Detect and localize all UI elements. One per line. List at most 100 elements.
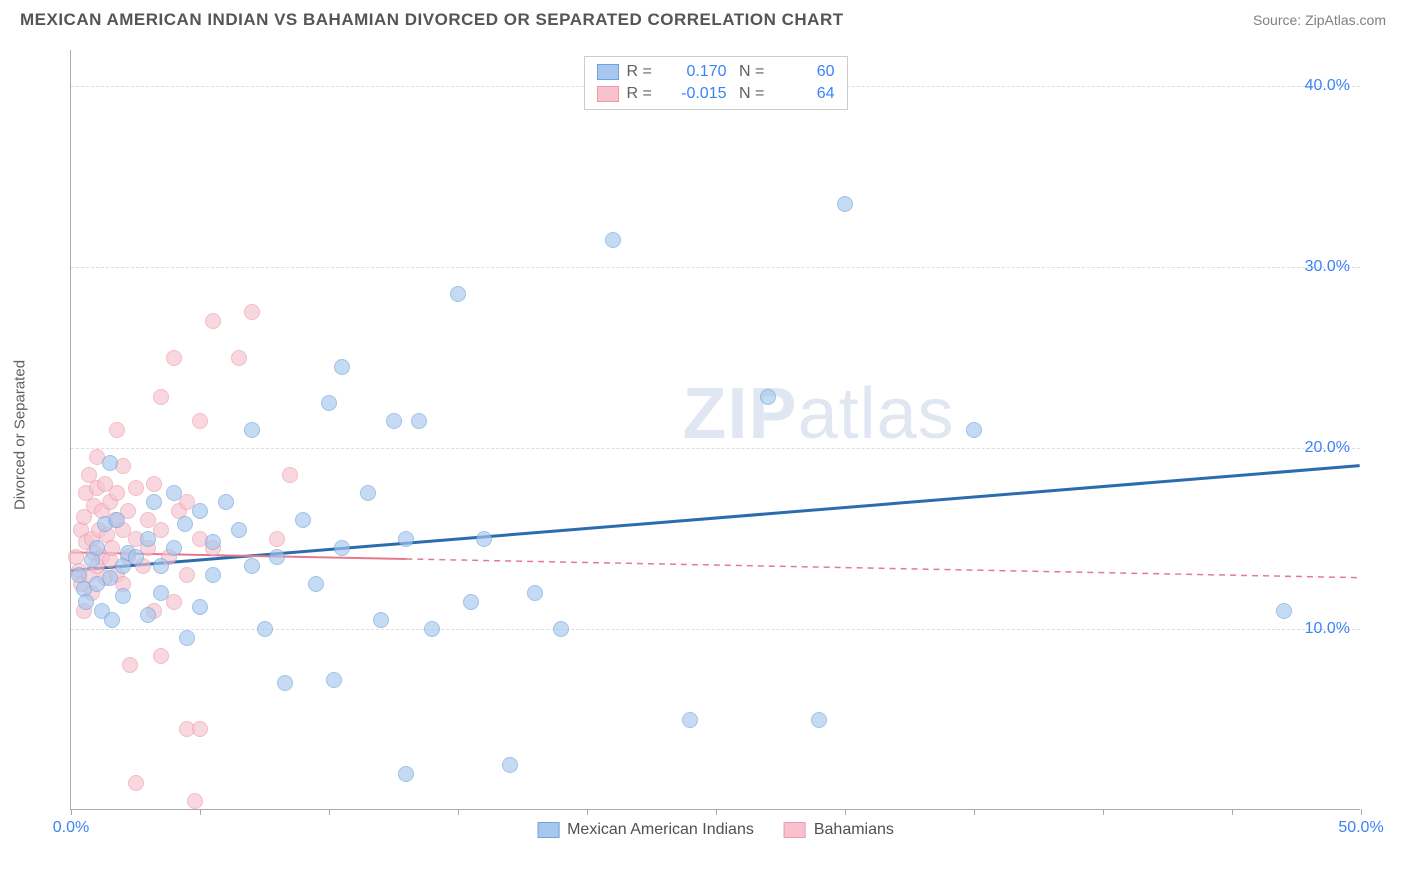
data-point <box>179 567 195 583</box>
data-point <box>553 621 569 637</box>
y-axis-label: Divorced or Separated <box>12 360 29 510</box>
swatch-icon <box>597 64 619 80</box>
data-point <box>102 455 118 471</box>
data-point <box>411 413 427 429</box>
legend-item: Mexican American Indians <box>537 821 754 839</box>
source-label: Source: ZipAtlas.com <box>1253 12 1386 28</box>
data-point <box>398 766 414 782</box>
legend-row: R = -0.015 N = 64 <box>597 83 835 105</box>
data-point <box>218 494 234 510</box>
data-point <box>166 594 182 610</box>
data-point <box>115 588 131 604</box>
data-point <box>68 549 84 565</box>
data-point <box>192 413 208 429</box>
data-point <box>109 422 125 438</box>
x-tick <box>458 809 459 815</box>
data-point <box>78 594 94 610</box>
x-tick <box>1232 809 1233 815</box>
data-point <box>334 540 350 556</box>
data-point <box>386 413 402 429</box>
x-tick <box>1103 809 1104 815</box>
y-tick-label: 10.0% <box>1305 620 1350 638</box>
x-tick-label: 0.0% <box>53 819 89 837</box>
data-point <box>192 503 208 519</box>
data-point <box>424 621 440 637</box>
swatch-icon <box>784 822 806 838</box>
correlation-legend: R = 0.170 N = 60 R = -0.015 N = 64 <box>584 56 848 110</box>
data-point <box>109 512 125 528</box>
y-tick-label: 20.0% <box>1305 439 1350 457</box>
y-tick-label: 30.0% <box>1305 258 1350 276</box>
x-tick <box>845 809 846 815</box>
data-point <box>334 359 350 375</box>
x-tick <box>1361 809 1362 815</box>
data-point <box>104 612 120 628</box>
data-point <box>146 476 162 492</box>
data-point <box>231 350 247 366</box>
legend-row: R = 0.170 N = 60 <box>597 61 835 83</box>
swatch-icon <box>597 86 619 102</box>
data-point <box>205 534 221 550</box>
data-point <box>476 531 492 547</box>
data-point <box>177 516 193 532</box>
data-point <box>321 395 337 411</box>
data-point <box>682 712 698 728</box>
data-point <box>502 757 518 773</box>
data-point <box>231 522 247 538</box>
data-point <box>398 531 414 547</box>
data-point <box>282 467 298 483</box>
data-point <box>605 232 621 248</box>
swatch-icon <box>537 822 559 838</box>
data-point <box>109 485 125 501</box>
n-value: 60 <box>775 63 835 81</box>
x-tick <box>71 809 72 815</box>
data-point <box>308 576 324 592</box>
data-point <box>360 485 376 501</box>
gridline <box>71 267 1360 268</box>
data-point <box>811 712 827 728</box>
data-point <box>179 630 195 646</box>
data-point <box>153 585 169 601</box>
data-point <box>966 422 982 438</box>
data-point <box>326 672 342 688</box>
data-point <box>244 422 260 438</box>
data-point <box>205 313 221 329</box>
data-point <box>192 721 208 737</box>
data-point <box>153 648 169 664</box>
x-tick <box>200 809 201 815</box>
data-point <box>166 540 182 556</box>
data-point <box>760 389 776 405</box>
data-point <box>373 612 389 628</box>
r-value: 0.170 <box>667 63 727 81</box>
data-point <box>166 350 182 366</box>
data-point <box>128 480 144 496</box>
legend-label: Mexican American Indians <box>567 821 754 839</box>
chart-title: MEXICAN AMERICAN INDIAN VS BAHAMIAN DIVO… <box>20 10 844 30</box>
x-tick <box>974 809 975 815</box>
chart-area: Divorced or Separated ZIPatlas R = 0.170… <box>50 45 1380 825</box>
scatter-plot: ZIPatlas R = 0.170 N = 60 R = -0.015 N =… <box>70 50 1360 810</box>
data-point <box>153 389 169 405</box>
data-point <box>837 196 853 212</box>
data-point <box>187 793 203 809</box>
x-tick <box>587 809 588 815</box>
data-point <box>277 675 293 691</box>
data-point <box>153 558 169 574</box>
watermark: ZIPatlas <box>683 373 955 455</box>
data-point <box>1276 603 1292 619</box>
data-point <box>140 531 156 547</box>
legend-label: Bahamians <box>814 821 894 839</box>
data-point <box>205 567 221 583</box>
data-point <box>295 512 311 528</box>
data-point <box>128 549 144 565</box>
y-tick-label: 40.0% <box>1305 77 1350 95</box>
data-point <box>128 775 144 791</box>
data-point <box>102 570 118 586</box>
data-point <box>244 304 260 320</box>
trend-lines <box>71 50 1360 809</box>
data-point <box>269 531 285 547</box>
data-point <box>166 485 182 501</box>
data-point <box>140 607 156 623</box>
data-point <box>244 558 260 574</box>
data-point <box>192 599 208 615</box>
